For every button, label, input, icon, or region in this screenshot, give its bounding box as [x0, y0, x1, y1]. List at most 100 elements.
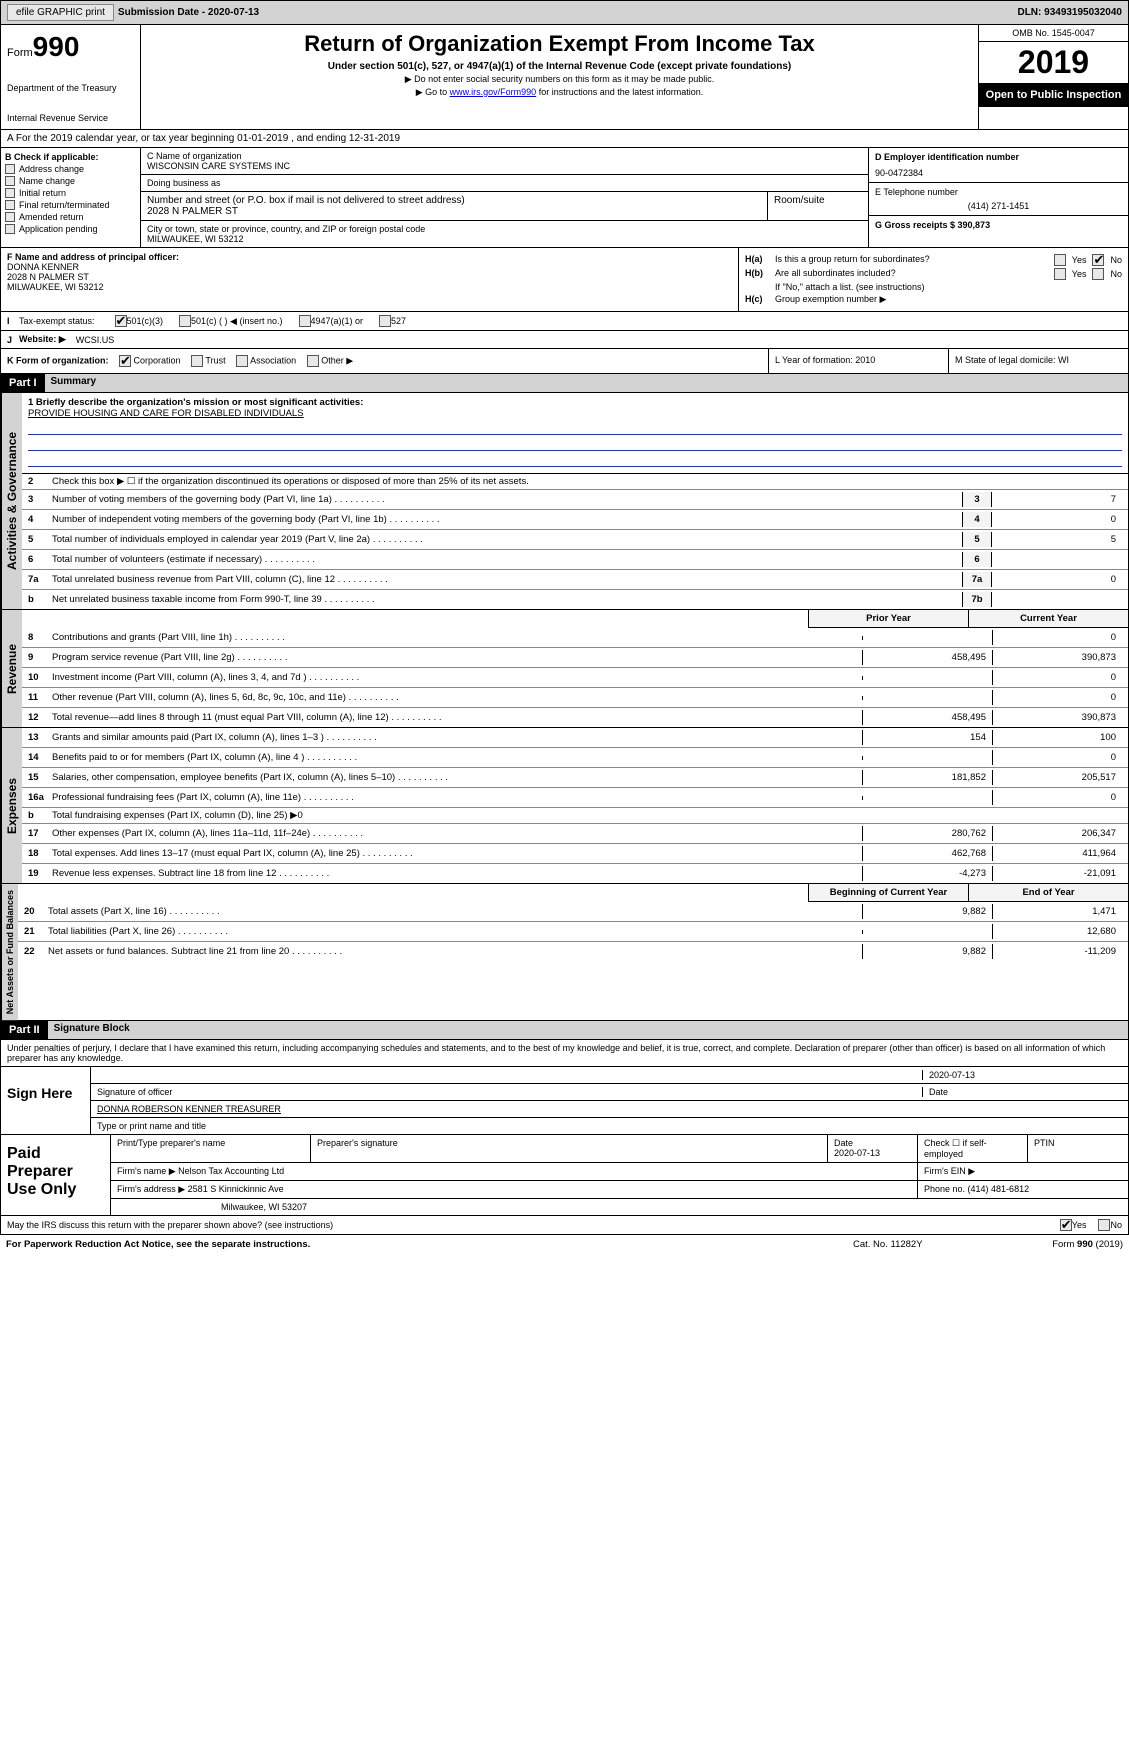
footer-left: For Paperwork Reduction Act Notice, see … — [6, 1239, 853, 1250]
chk-corp[interactable] — [119, 355, 131, 367]
street-label: Number and street (or P.O. box if mail i… — [147, 195, 761, 206]
street-value: 2028 N PALMER ST — [147, 206, 761, 217]
expenses-tab: Expenses — [1, 728, 22, 883]
chk-address-change[interactable] — [5, 164, 15, 174]
line-8: 8Contributions and grants (Part VIII, li… — [22, 628, 1128, 648]
ha-text: Is this a group return for subordinates? — [775, 254, 1054, 266]
ha-yes[interactable] — [1054, 254, 1066, 266]
org-name: WISCONSIN CARE SYSTEMS INC — [147, 161, 862, 171]
governance-tab: Activities & Governance — [1, 393, 22, 609]
section-b-label: B Check if applicable: — [5, 152, 136, 162]
line-21: 21Total liabilities (Part X, line 26)12,… — [18, 922, 1128, 942]
form-org-label: K Form of organization: — [7, 355, 109, 365]
discuss-yes[interactable] — [1060, 1219, 1072, 1231]
chk-final-return[interactable] — [5, 200, 15, 210]
city-label: City or town, state or province, country… — [147, 224, 862, 234]
line-19: 19Revenue less expenses. Subtract line 1… — [22, 864, 1128, 883]
line-11: 11Other revenue (Part VIII, column (A), … — [22, 688, 1128, 708]
prep-sig-label: Preparer's signature — [311, 1135, 828, 1162]
phone-value: (414) 271-1451 — [875, 201, 1122, 211]
prep-date-label: Date — [834, 1138, 853, 1148]
ein-label: D Employer identification number — [875, 152, 1122, 162]
dept-treasury: Department of the Treasury — [7, 83, 134, 93]
irs-link[interactable]: www.irs.gov/Form990 — [450, 87, 537, 97]
sign-date: 2020-07-13 — [922, 1070, 1122, 1080]
firm-phone: Phone no. (414) 481-6812 — [918, 1181, 1128, 1198]
top-bar: efile GRAPHIC print Submission Date - 20… — [0, 0, 1129, 25]
perjury-text: Under penalties of perjury, I declare th… — [1, 1040, 1128, 1067]
chk-application-pending[interactable] — [5, 224, 15, 234]
website-value: WCSI.US — [76, 335, 115, 345]
chk-assoc[interactable] — [236, 355, 248, 367]
line-18: 18Total expenses. Add lines 13–17 (must … — [22, 844, 1128, 864]
gross-receipts: G Gross receipts $ 390,873 — [875, 220, 1122, 230]
form-title: Return of Organization Exempt From Incom… — [147, 31, 972, 57]
dba-label: Doing business as — [147, 178, 862, 188]
ha-label: H(a) — [745, 254, 775, 266]
netassets-section: Net Assets or Fund Balances Beginning of… — [0, 884, 1129, 1021]
line-14: 14Benefits paid to or for members (Part … — [22, 748, 1128, 768]
gov-line-7a: 7aTotal unrelated business revenue from … — [22, 570, 1128, 590]
phone-label: E Telephone number — [875, 187, 1122, 197]
hb-note: If "No," attach a list. (see instruction… — [775, 282, 1122, 292]
section-a: A For the 2019 calendar year, or tax yea… — [0, 130, 1129, 148]
sig-officer-label: Signature of officer — [97, 1087, 922, 1097]
firm-name: Nelson Tax Accounting Ltd — [178, 1166, 284, 1176]
org-name-label: C Name of organization — [147, 151, 862, 161]
chk-other[interactable] — [307, 355, 319, 367]
netassets-tab: Net Assets or Fund Balances — [1, 884, 18, 1020]
part1-header: Part I Summary — [0, 374, 1129, 393]
expenses-section: Expenses 13Grants and similar amounts pa… — [0, 728, 1129, 884]
discuss-no[interactable] — [1098, 1219, 1110, 1231]
discuss-row: May the IRS discuss this return with the… — [0, 1216, 1129, 1235]
section-b: B Check if applicable: Address change Na… — [1, 148, 141, 247]
chk-4947[interactable] — [299, 315, 311, 327]
tax-year: 2019 — [979, 42, 1128, 83]
hc-label: H(c) — [745, 294, 775, 305]
prep-date-value: 2020-07-13 — [834, 1148, 880, 1158]
hb-no[interactable] — [1092, 268, 1104, 280]
line-16a: 16aProfessional fundraising fees (Part I… — [22, 788, 1128, 808]
hb-label: H(b) — [745, 268, 775, 280]
prep-ptin-label: PTIN — [1028, 1135, 1128, 1162]
hdr-prior: Prior Year — [808, 610, 968, 628]
chk-501c[interactable] — [179, 315, 191, 327]
prep-name-label: Print/Type preparer's name — [111, 1135, 311, 1162]
preparer-label: Paid Preparer Use Only — [1, 1135, 111, 1215]
officer-label: F Name and address of principal officer: — [7, 252, 732, 262]
row-i: I Tax-exempt status: 501(c)(3) 501(c) ( … — [0, 312, 1129, 331]
line-17: 17Other expenses (Part IX, column (A), l… — [22, 824, 1128, 844]
chk-initial-return[interactable] — [5, 188, 15, 198]
footer-right: Form 990 (2019) — [1003, 1239, 1123, 1250]
firm-addr2: Milwaukee, WI 53207 — [111, 1199, 1128, 1215]
firm-name-label: Firm's name ▶ — [117, 1166, 176, 1176]
revenue-section: Revenue Prior YearCurrent Year 8Contribu… — [0, 610, 1129, 728]
name-title-label: Type or print name and title — [97, 1121, 1122, 1131]
city-value: MILWAUKEE, WI 53212 — [147, 234, 862, 244]
irs-label: Internal Revenue Service — [7, 113, 134, 123]
dln: DLN: 93493195032040 — [1017, 7, 1122, 18]
tax-exempt-label: Tax-exempt status: — [19, 316, 95, 326]
line-13: 13Grants and similar amounts paid (Part … — [22, 728, 1128, 748]
gov-line-5: 5Total number of individuals employed in… — [22, 530, 1128, 550]
firm-addr-label: Firm's address ▶ — [117, 1184, 185, 1194]
form-header: Form990 Department of the Treasury Inter… — [0, 25, 1129, 130]
mission-text: PROVIDE HOUSING AND CARE FOR DISABLED IN… — [28, 408, 1122, 419]
form-number: Form990 — [7, 31, 134, 63]
chk-name-change[interactable] — [5, 176, 15, 186]
chk-trust[interactable] — [191, 355, 203, 367]
hc-text: Group exemption number ▶ — [775, 294, 1122, 305]
line-20: 20Total assets (Part X, line 16)9,8821,4… — [18, 902, 1128, 922]
chk-527[interactable] — [379, 315, 391, 327]
chk-501c3[interactable] — [115, 315, 127, 327]
hb-yes[interactable] — [1054, 268, 1066, 280]
ha-no[interactable] — [1092, 254, 1104, 266]
website-label: Website: ▶ — [19, 334, 66, 345]
year-formation: L Year of formation: 2010 — [768, 349, 948, 373]
sign-here-label: Sign Here — [1, 1067, 91, 1134]
governance-section: Activities & Governance 1 Briefly descri… — [0, 393, 1129, 610]
line-22: 22Net assets or fund balances. Subtract … — [18, 942, 1128, 961]
chk-amended[interactable] — [5, 212, 15, 222]
gov-line-b: bNet unrelated business taxable income f… — [22, 590, 1128, 609]
hdr-begin: Beginning of Current Year — [808, 884, 968, 902]
